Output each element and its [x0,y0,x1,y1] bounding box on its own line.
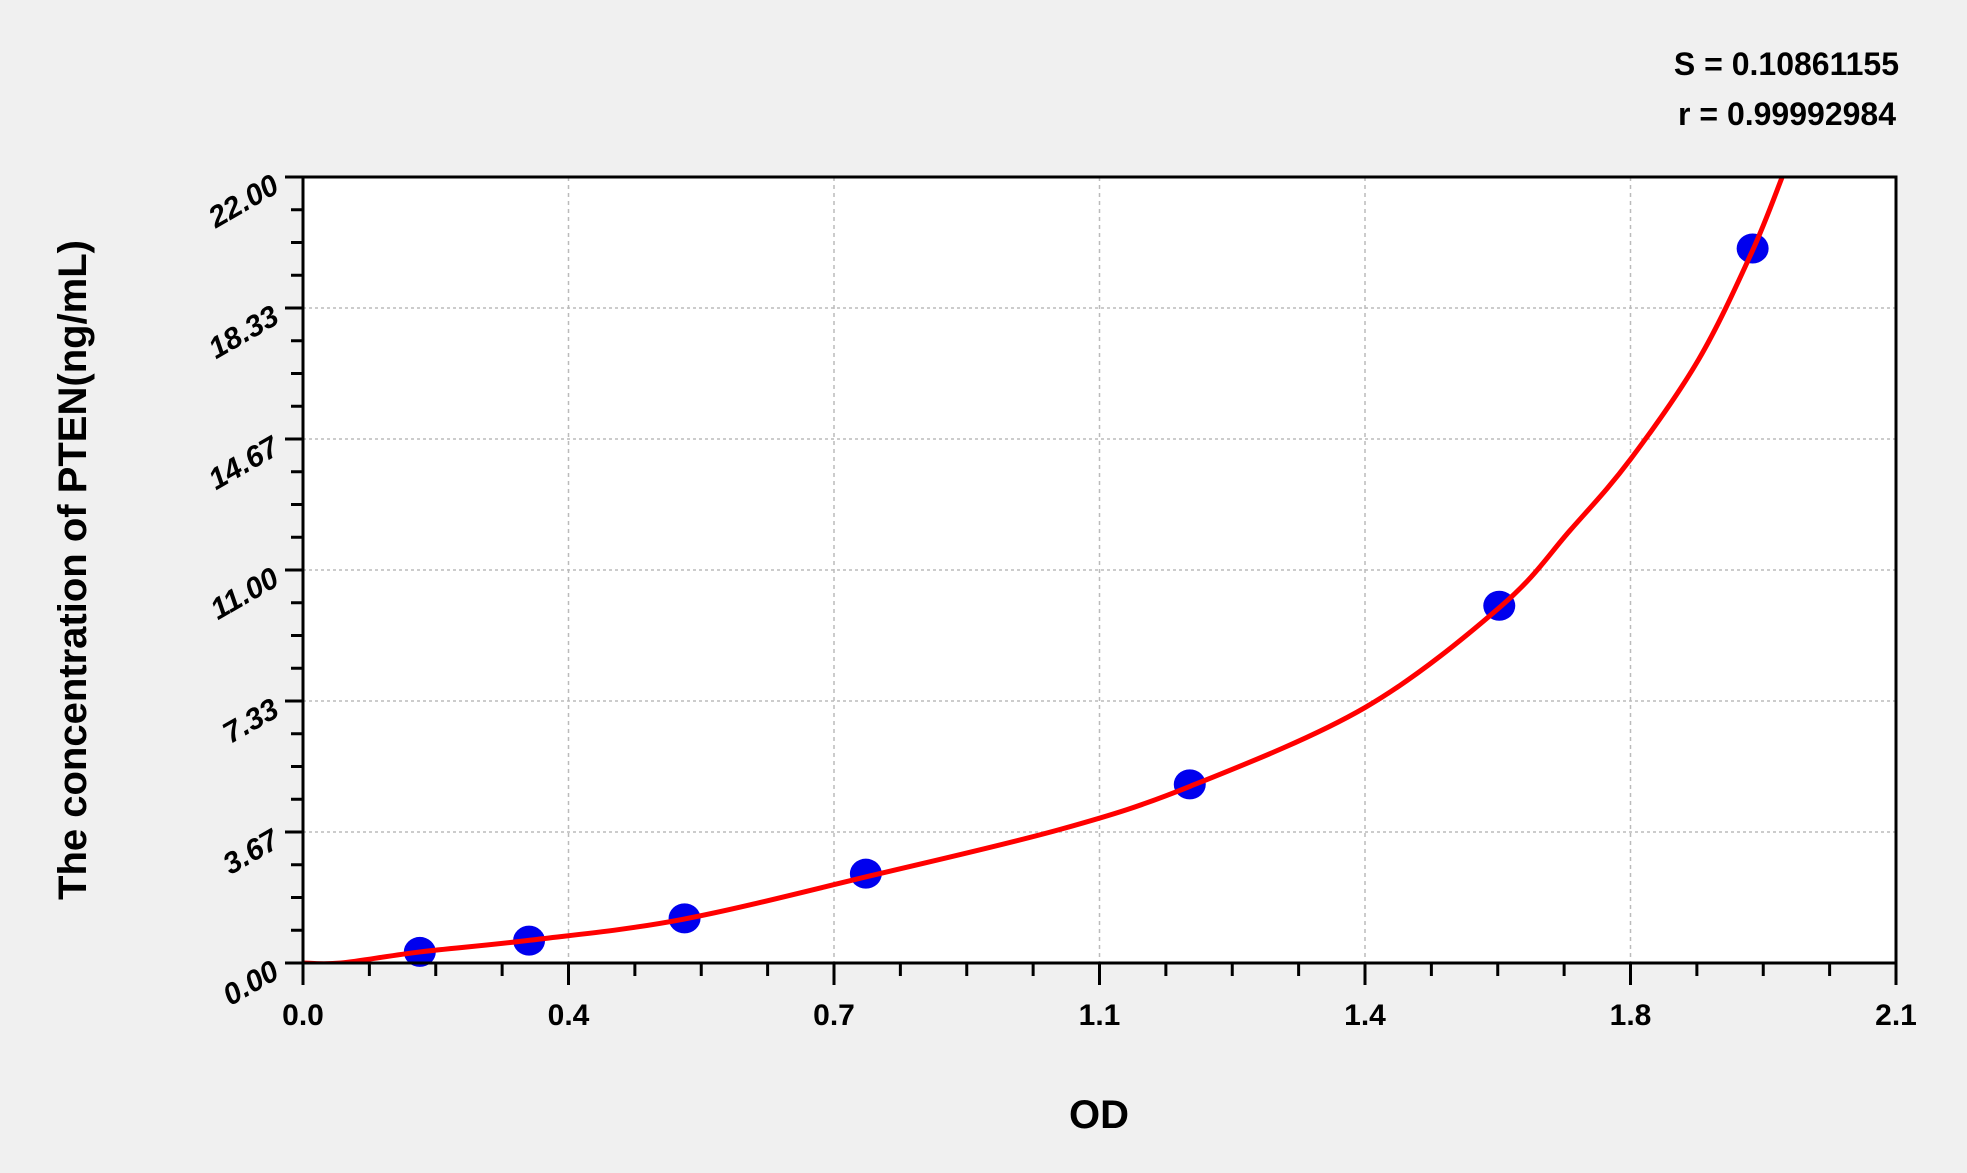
x-tick-label: 0.7 [813,999,855,1032]
x-tick-label: 1.4 [1344,999,1386,1032]
y-tick-label: 3.67 [217,823,285,881]
x-axis-title: OD [1069,1093,1129,1137]
x-tick-label: 0.0 [282,999,324,1032]
grid [303,177,1896,963]
plot-frame [301,175,1898,965]
x-tick-label: 1.1 [1079,999,1121,1032]
y-tick-label: 14.67 [203,430,286,497]
y-axis-title: The concentration of PTEN(ng/mL) [51,240,95,900]
y-tick-label: 7.33 [217,692,284,750]
fit-curve [303,176,1785,963]
y-tick-label: 0.00 [217,954,284,1012]
y-tick-label: 22.00 [202,168,285,235]
x-tick-label: 0.4 [548,999,590,1032]
y-tick-label: 18.33 [203,299,285,365]
x-tick-label: 1.8 [1610,999,1652,1032]
ticks [285,175,1898,985]
y-tick-label: 11.00 [205,561,285,626]
s-value: S = 0.10861155 [1674,46,1899,82]
x-tick-label: 2.1 [1875,999,1917,1032]
r-value: r = 0.99992984 [1678,96,1896,132]
